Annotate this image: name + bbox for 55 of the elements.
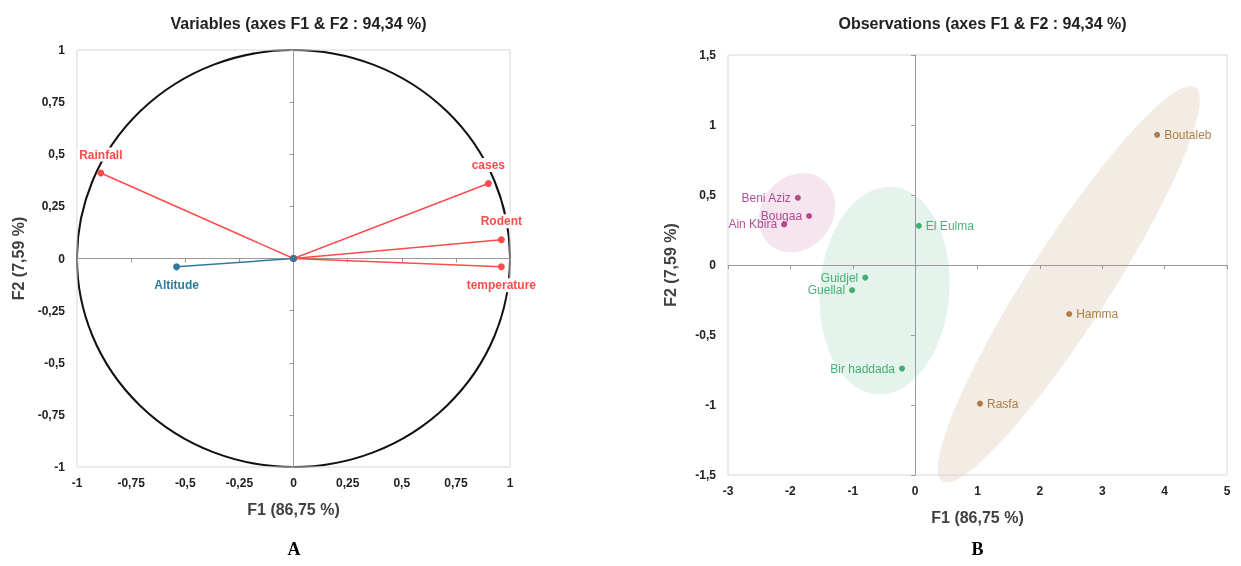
x-tick-label: 3 <box>1098 484 1106 498</box>
y-tick-label: 0,75 <box>41 95 66 110</box>
x-tick-label: 1 <box>974 484 982 498</box>
y-tick-label: 1,5 <box>699 48 717 62</box>
y-tick-label: -1 <box>54 460 66 474</box>
series-label: Rodent <box>480 214 523 229</box>
y-tick-label: 0,5 <box>48 147 66 162</box>
x-tick-label: -2 <box>785 484 797 498</box>
data-label: Beni Aziz <box>741 190 791 205</box>
series-label: temperature <box>466 278 537 293</box>
chart-title: Variables (axes F1 & F2 : 94,34 %) <box>170 14 427 32</box>
x-tick-label: 0 <box>911 484 919 498</box>
y-tick-label: -1,5 <box>695 468 717 482</box>
x-tick-label: 4 <box>1161 484 1169 498</box>
y-tick-label: 0,25 <box>41 199 66 214</box>
data-label: El Eulma <box>925 218 975 233</box>
y-axis-title: F2 (7,59 %) <box>10 216 28 301</box>
text: B <box>971 539 984 559</box>
y-tick-label: -0,75 <box>37 407 66 422</box>
y-tick-label: -0,5 <box>695 328 717 342</box>
chart-title: Observations (axes F1 & F2 : 94,34 %) <box>838 14 1127 32</box>
data-label: Bir haddada <box>830 361 896 376</box>
x-tick-label: 1 <box>506 476 514 490</box>
x-tick-label: -1 <box>847 484 859 498</box>
x-tick-label: 0,5 <box>393 476 411 490</box>
y-tick-label: 0 <box>58 251 66 266</box>
y-tick-label: -0,25 <box>37 303 66 318</box>
y-tick-label: 0,5 <box>699 188 717 202</box>
x-tick-label: -3 <box>722 484 734 498</box>
y-axis-title: F2 (7,59 %) <box>661 223 679 307</box>
data-label: Hamma <box>1076 307 1119 321</box>
y-tick-label: 1 <box>709 118 717 132</box>
x-tick-label: -0,75 <box>117 476 146 490</box>
x-tick-label: -0,25 <box>225 476 254 490</box>
x-tick-label: -1 <box>71 476 83 490</box>
x-tick-label: 2 <box>1036 484 1044 498</box>
x-tick-label: 0,25 <box>335 476 360 490</box>
x-axis-title: F1 (86,75 %) <box>931 508 1024 526</box>
y-tick-label: -1 <box>705 398 717 412</box>
data-label: Rasfa <box>986 396 1019 411</box>
x-tick-label: 0 <box>290 476 298 490</box>
y-tick-label: -0,5 <box>44 355 66 370</box>
series-label: cases <box>471 157 506 172</box>
x-tick-label: -0,5 <box>174 476 196 490</box>
x-axis-title: F1 (86,75 %) <box>247 500 340 518</box>
text: A <box>287 539 301 559</box>
data-label: Guellal <box>807 283 846 298</box>
y-tick-label: 1 <box>58 43 66 57</box>
y-tick-label: 0 <box>709 258 717 272</box>
x-tick-label: 0,75 <box>444 476 468 490</box>
series-label: Altitude <box>154 278 200 293</box>
data-label: Guidjel <box>820 270 859 285</box>
series-label: Rainfall <box>79 147 123 162</box>
x-tick-label: 5 <box>1223 484 1231 498</box>
data-label: Boutaleb <box>1164 127 1212 142</box>
